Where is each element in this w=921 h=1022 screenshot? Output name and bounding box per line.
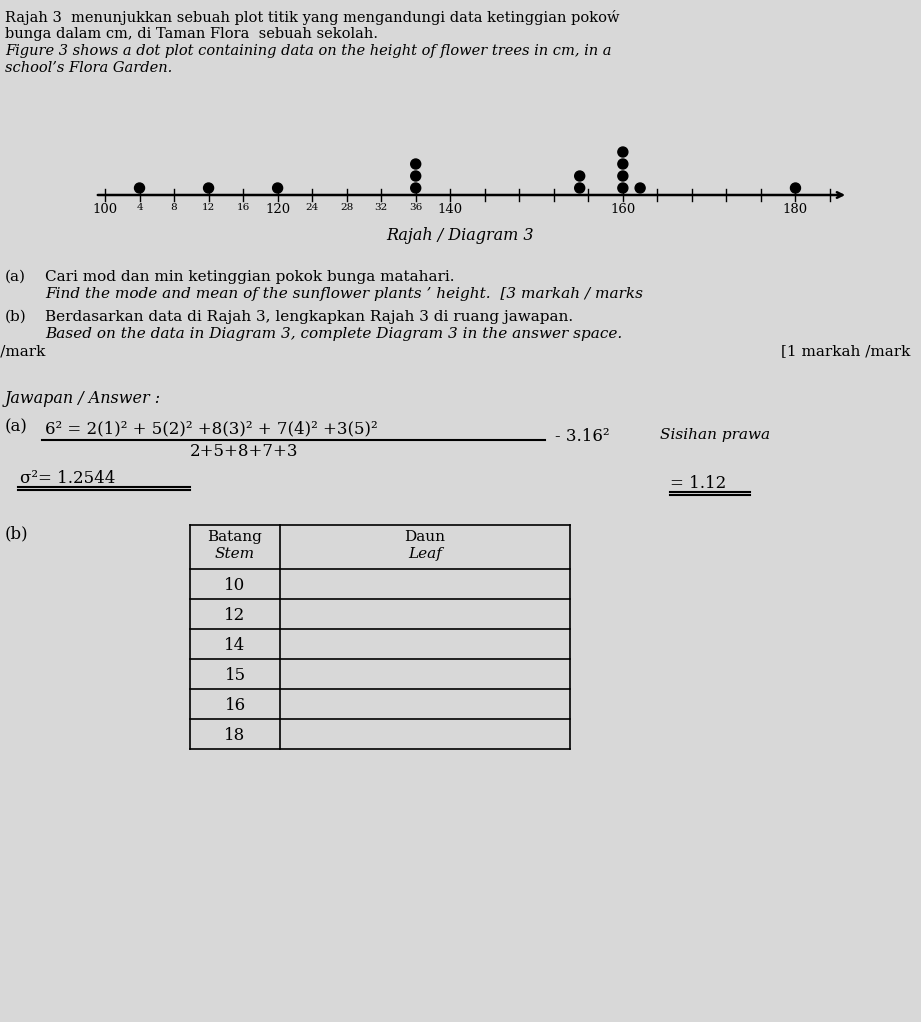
Text: (a): (a) [5, 270, 26, 284]
Text: 12: 12 [225, 607, 246, 624]
Text: Daun: Daun [404, 530, 446, 544]
Circle shape [635, 183, 645, 193]
Circle shape [411, 183, 421, 193]
Text: 100: 100 [92, 203, 118, 216]
Text: [1 markah /mark: [1 markah /mark [781, 344, 910, 358]
Text: (b): (b) [5, 525, 29, 542]
Text: Rajah / Diagram 3: Rajah / Diagram 3 [386, 227, 534, 244]
Text: 16: 16 [225, 697, 246, 714]
Circle shape [618, 171, 628, 181]
Text: 32: 32 [375, 203, 388, 212]
Text: Find the mode and mean of the sunflower plants ’ height.  [3 markah / marks: Find the mode and mean of the sunflower … [45, 287, 643, 301]
Text: 160: 160 [611, 203, 635, 216]
Text: 12: 12 [202, 203, 216, 212]
Circle shape [618, 147, 628, 157]
Text: (a): (a) [5, 418, 28, 435]
Text: 16: 16 [237, 203, 250, 212]
Text: σ²= 1.2544: σ²= 1.2544 [20, 470, 115, 487]
Text: 36: 36 [409, 203, 423, 212]
Text: Sisihan prawa: Sisihan prawa [660, 428, 770, 442]
Circle shape [411, 171, 421, 181]
Text: 10: 10 [225, 577, 246, 594]
Text: - 3.16²: - 3.16² [555, 428, 610, 445]
Circle shape [134, 183, 145, 193]
Circle shape [411, 159, 421, 169]
Text: 24: 24 [306, 203, 319, 212]
Text: 2+5+8+7+3: 2+5+8+7+3 [190, 443, 298, 460]
Text: 28: 28 [340, 203, 354, 212]
Text: Figure 3 shows a dot plot containing data on the height of flower trees in cm, i: Figure 3 shows a dot plot containing dat… [5, 44, 612, 58]
Circle shape [790, 183, 800, 193]
Text: 180: 180 [783, 203, 808, 216]
Text: [1 markah /mark: [1 markah /mark [0, 344, 45, 358]
Text: Berdasarkan data di Rajah 3, lengkapkan Rajah 3 di ruang jawapan.: Berdasarkan data di Rajah 3, lengkapkan … [45, 310, 573, 324]
Text: 120: 120 [265, 203, 290, 216]
Text: 4: 4 [136, 203, 143, 212]
Circle shape [575, 183, 585, 193]
Text: bunga dalam cm, di Taman Flora  sebuah sekolah.: bunga dalam cm, di Taman Flora sebuah se… [5, 27, 378, 41]
Text: 14: 14 [225, 637, 246, 654]
Text: Stem: Stem [215, 547, 255, 561]
Text: 8: 8 [170, 203, 178, 212]
Text: 15: 15 [225, 667, 246, 684]
Circle shape [575, 171, 585, 181]
Text: = 1.12: = 1.12 [670, 475, 727, 492]
Text: Jawapan / Answer :: Jawapan / Answer : [5, 390, 161, 407]
Text: (b): (b) [5, 310, 27, 324]
Circle shape [204, 183, 214, 193]
Text: school’s Flora Garden.: school’s Flora Garden. [5, 61, 172, 75]
Text: Rajah 3  menunjukkan sebuah plot titik yang mengandungi data ketinggian pokoẃ: Rajah 3 menunjukkan sebuah plot titik ya… [5, 10, 620, 25]
Circle shape [618, 183, 628, 193]
Text: 18: 18 [225, 727, 246, 744]
Text: Cari mod dan min ketinggian pokok bunga matahari.: Cari mod dan min ketinggian pokok bunga … [45, 270, 454, 284]
Text: Batang: Batang [207, 530, 262, 544]
Text: Based on the data in Diagram 3, complete Diagram 3 in the answer space.: Based on the data in Diagram 3, complete… [45, 327, 623, 341]
Text: 140: 140 [437, 203, 462, 216]
Circle shape [273, 183, 283, 193]
Text: Leaf: Leaf [408, 547, 442, 561]
Text: 6² = 2(1)² + 5(2)² +8(3)² + 7(4)² +3(5)²: 6² = 2(1)² + 5(2)² +8(3)² + 7(4)² +3(5)² [45, 420, 378, 437]
Circle shape [618, 159, 628, 169]
